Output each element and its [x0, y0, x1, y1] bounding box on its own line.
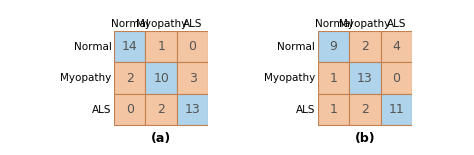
Text: 2: 2 — [157, 103, 165, 116]
FancyBboxPatch shape — [318, 62, 349, 94]
Text: 0: 0 — [126, 103, 134, 116]
Text: 1: 1 — [329, 72, 337, 85]
Text: Myopathy: Myopathy — [339, 19, 391, 29]
Text: (a): (a) — [151, 132, 171, 145]
Text: 1: 1 — [157, 40, 165, 53]
Text: 2: 2 — [361, 103, 369, 116]
Text: 11: 11 — [389, 103, 404, 116]
Text: 9: 9 — [329, 40, 337, 53]
FancyBboxPatch shape — [318, 94, 349, 125]
FancyBboxPatch shape — [146, 94, 177, 125]
Text: 13: 13 — [185, 103, 201, 116]
FancyBboxPatch shape — [381, 31, 412, 62]
FancyBboxPatch shape — [318, 31, 349, 62]
FancyBboxPatch shape — [177, 94, 209, 125]
Text: 14: 14 — [122, 40, 137, 53]
Text: 13: 13 — [357, 72, 373, 85]
FancyBboxPatch shape — [177, 31, 209, 62]
Text: Myopathy: Myopathy — [136, 19, 187, 29]
Text: ALS: ALS — [92, 105, 111, 115]
Text: 0: 0 — [189, 40, 197, 53]
Text: Normal: Normal — [111, 19, 149, 29]
FancyBboxPatch shape — [114, 94, 146, 125]
Text: Normal: Normal — [73, 42, 111, 52]
FancyBboxPatch shape — [381, 94, 412, 125]
FancyBboxPatch shape — [114, 62, 146, 94]
FancyBboxPatch shape — [114, 31, 146, 62]
FancyBboxPatch shape — [381, 62, 412, 94]
Text: Myopathy: Myopathy — [60, 73, 111, 83]
FancyBboxPatch shape — [349, 31, 381, 62]
FancyBboxPatch shape — [177, 62, 209, 94]
FancyBboxPatch shape — [349, 62, 381, 94]
Text: Normal: Normal — [277, 42, 315, 52]
Text: 0: 0 — [392, 72, 401, 85]
Text: 2: 2 — [126, 72, 134, 85]
FancyBboxPatch shape — [349, 94, 381, 125]
Text: 4: 4 — [392, 40, 401, 53]
Text: (b): (b) — [355, 132, 375, 145]
FancyBboxPatch shape — [146, 31, 177, 62]
Text: Normal: Normal — [315, 19, 353, 29]
Text: Myopathy: Myopathy — [264, 73, 315, 83]
Text: ALS: ALS — [183, 19, 202, 29]
Text: 1: 1 — [329, 103, 337, 116]
Text: 10: 10 — [153, 72, 169, 85]
Text: 3: 3 — [189, 72, 197, 85]
FancyBboxPatch shape — [146, 62, 177, 94]
Text: ALS: ALS — [387, 19, 406, 29]
Text: ALS: ALS — [296, 105, 315, 115]
Text: 2: 2 — [361, 40, 369, 53]
